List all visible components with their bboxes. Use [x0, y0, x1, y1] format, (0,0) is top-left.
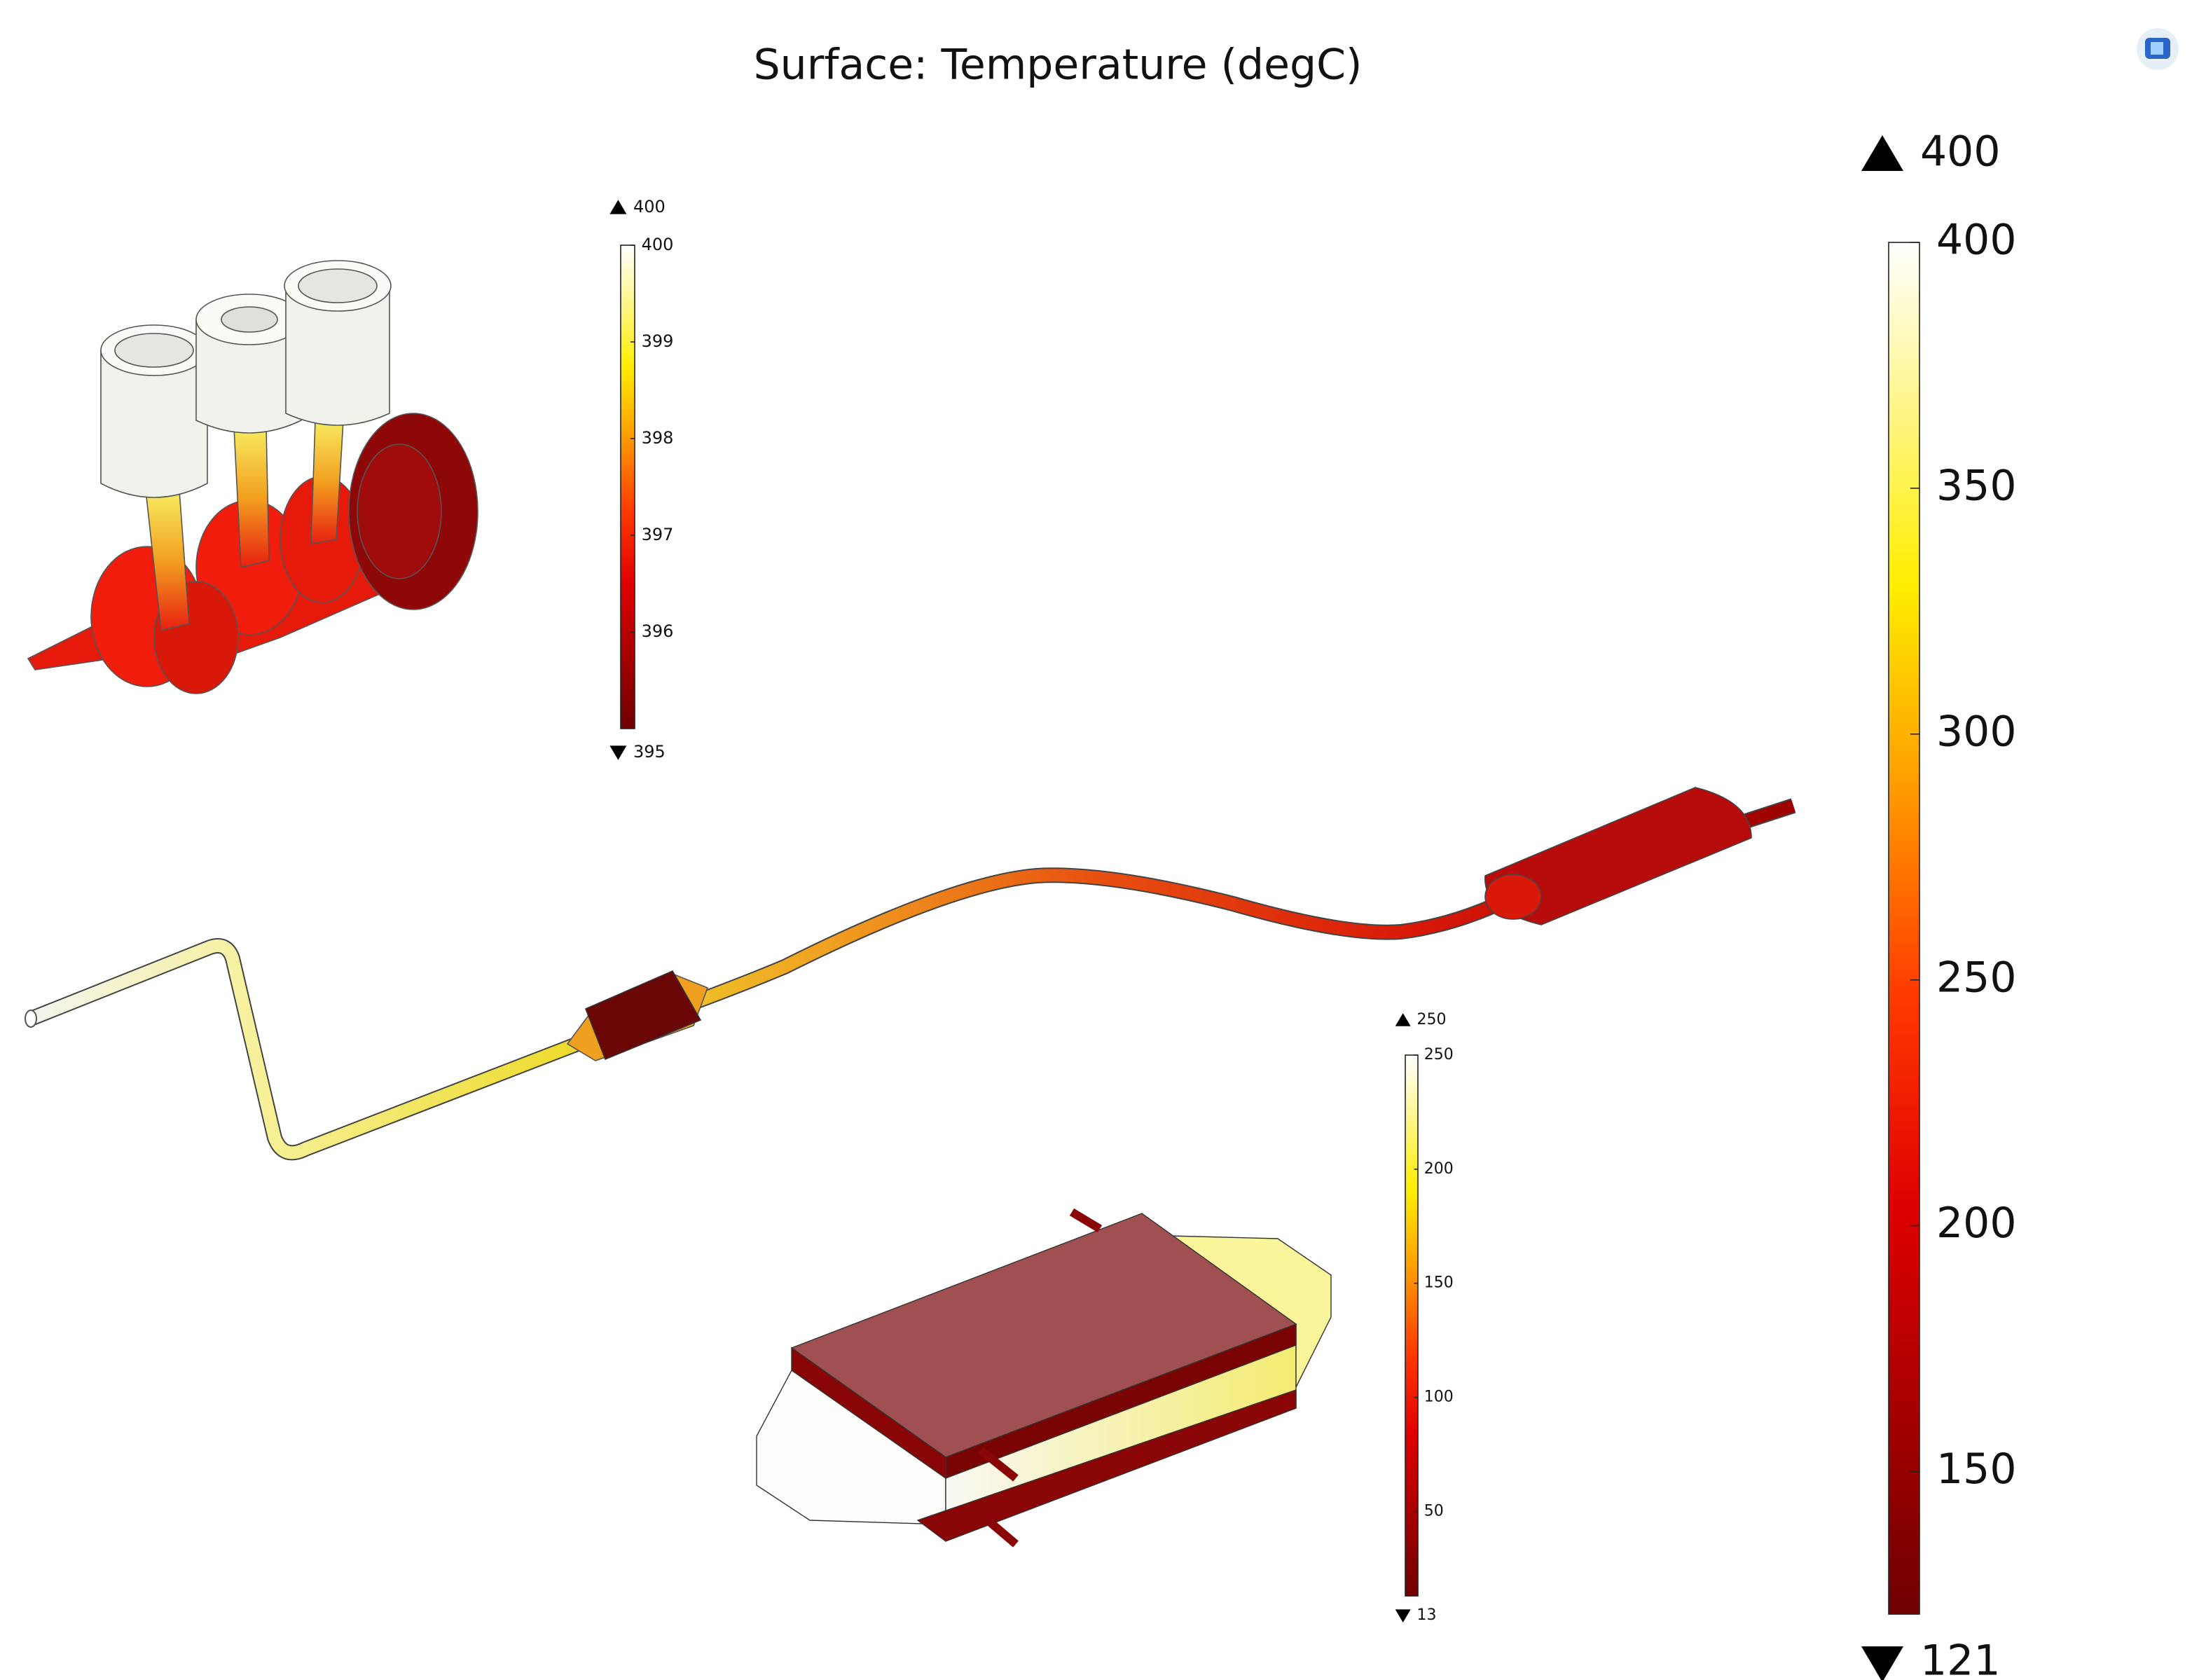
plot-title: Surface: Temperature (degC)	[754, 41, 1363, 90]
color-bar	[621, 245, 635, 729]
color-legend: 50 100 150 200 250 250 13	[1395, 1011, 1454, 1624]
min-marker	[1861, 1646, 1903, 1680]
tick-label: 300	[1936, 707, 2017, 756]
max-marker	[1395, 1013, 1411, 1026]
page: {"title": "Surface: Temperature (degC)",…	[0, 0, 2199, 1680]
tick-label: 399	[642, 331, 674, 351]
min-label: 395	[633, 742, 666, 762]
tick-label: 250	[1936, 953, 2017, 1002]
tick-label: 150	[1936, 1445, 2017, 1494]
tick-label: 398	[642, 428, 674, 448]
engine-model	[28, 261, 478, 694]
tick-label: 150	[1424, 1274, 1454, 1292]
max-label: 400	[1920, 128, 2001, 177]
tick-label: 100	[1424, 1389, 1454, 1406]
color-bar	[1889, 242, 1919, 1614]
color-legend: 150 200 250 300 350 400 400 121	[1861, 128, 2017, 1680]
tick-label: 50	[1424, 1502, 1444, 1520]
tick-label: 200	[1936, 1199, 2017, 1248]
tick-label: 400	[1936, 216, 2017, 265]
tick-label: 350	[1936, 461, 2017, 510]
color-legend: 396 397 398 399 400 400 395	[609, 197, 673, 762]
min-label: 13	[1417, 1606, 1437, 1624]
tick-label: 396	[642, 621, 674, 641]
box-model	[757, 1212, 1331, 1544]
max-label: 400	[633, 197, 666, 216]
toolbar-icon[interactable]	[2137, 28, 2179, 70]
min-marker	[609, 745, 626, 759]
max-marker	[1861, 135, 1903, 171]
min-label: 121	[1920, 1637, 2001, 1680]
exhaust-model	[25, 787, 1793, 1152]
plot-window: Surface: Temperature (degC)	[0, 0, 2199, 1680]
tick-label: 397	[642, 525, 674, 544]
max-marker	[609, 200, 626, 214]
tick-label: 400	[642, 235, 674, 254]
max-label: 250	[1417, 1011, 1447, 1028]
tick-label: 250	[1424, 1046, 1454, 1063]
color-bar	[1405, 1055, 1418, 1596]
min-marker	[1395, 1609, 1411, 1623]
tick-label: 200	[1424, 1160, 1454, 1178]
